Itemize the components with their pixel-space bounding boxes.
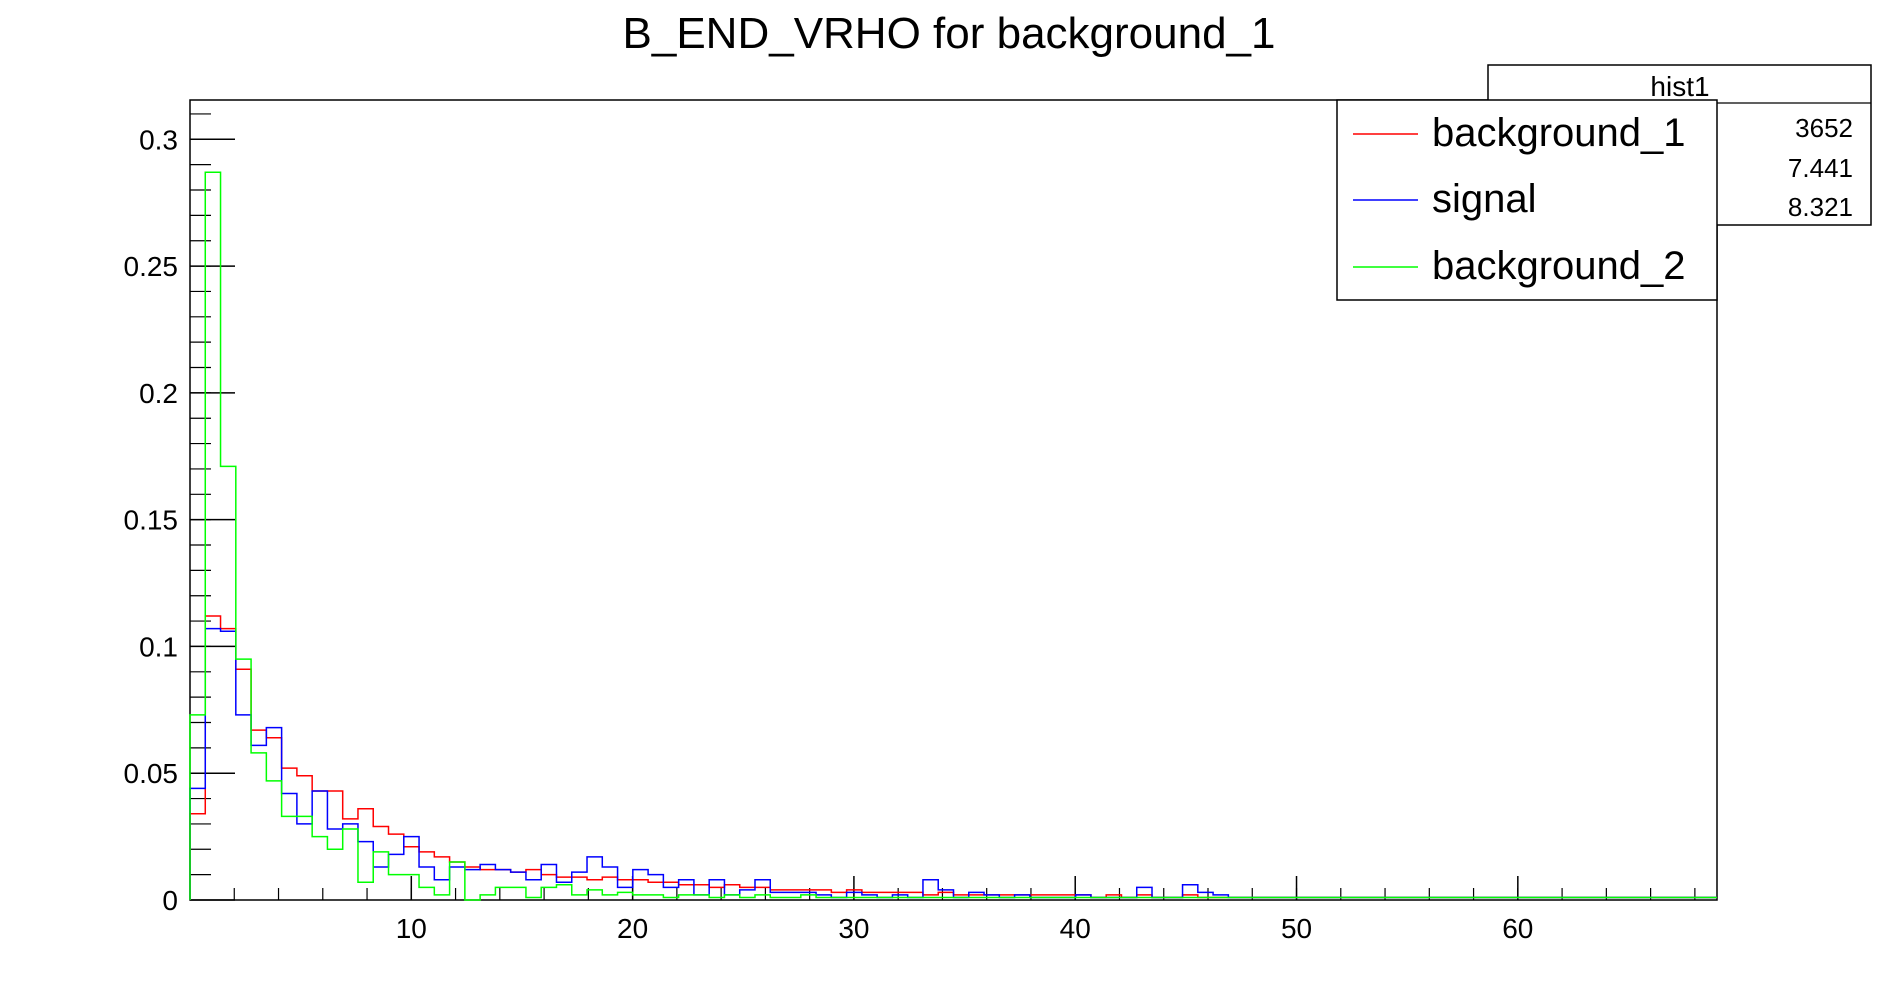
y-tick-label: 0.2 <box>139 378 178 409</box>
y-tick-label: 0.15 <box>124 505 179 536</box>
x-tick-label: 50 <box>1281 913 1312 944</box>
x-tick-label: 10 <box>396 913 427 944</box>
legend-label-background-1: background_1 <box>1432 111 1686 155</box>
y-axis: 0 0.05 0.1 0.15 0.2 0.25 0.3 <box>124 113 235 916</box>
stats-box-value: 8.321 <box>1788 192 1853 222</box>
legend-label-background-2: background_2 <box>1432 244 1686 288</box>
plot-frame <box>189 99 1718 901</box>
stats-box-value: 7.441 <box>1788 153 1853 183</box>
x-tick-label: 40 <box>1060 913 1091 944</box>
series-line-background-2 <box>189 171 1717 901</box>
stats-box-title: hist1 <box>1650 71 1709 102</box>
legend-label-signal: signal <box>1432 177 1537 221</box>
y-tick-label: 0.25 <box>124 251 179 282</box>
chart-title: B_END_VRHO for background_1 <box>623 9 1276 58</box>
legend: background_1 signal background_2 <box>1336 99 1718 301</box>
x-axis: 10 20 30 40 50 60 <box>233 876 1696 944</box>
y-tick-label: 0 <box>162 885 178 916</box>
y-tick-label: 0.3 <box>139 124 178 155</box>
x-tick-label: 60 <box>1502 913 1533 944</box>
stats-box-value: 3652 <box>1795 113 1853 143</box>
y-tick-label: 0.05 <box>124 758 179 789</box>
y-tick-label: 0.1 <box>139 631 178 662</box>
series-layer <box>189 171 1717 901</box>
x-tick-label: 20 <box>617 913 648 944</box>
series-line-signal <box>189 627 1717 900</box>
x-tick-label: 30 <box>838 913 869 944</box>
